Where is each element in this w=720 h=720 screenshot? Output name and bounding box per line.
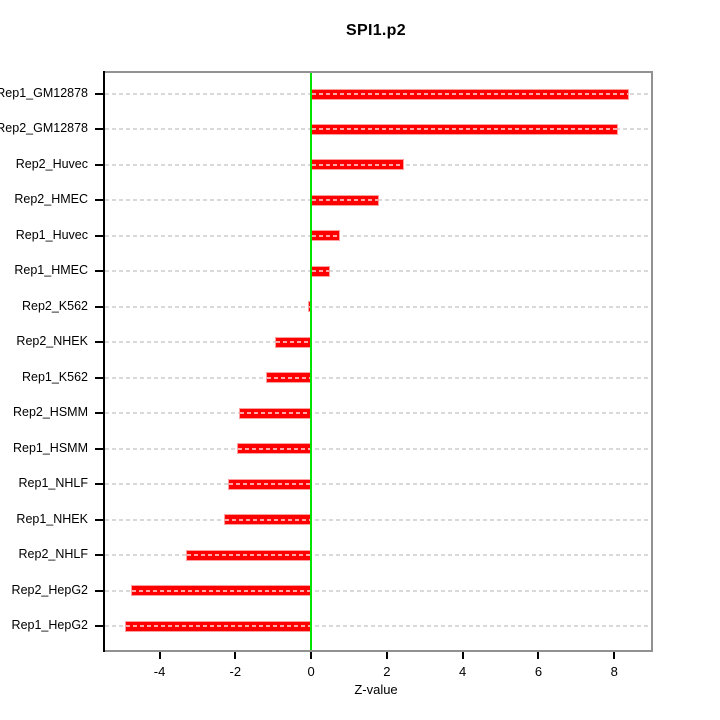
y-axis-tick	[95, 376, 103, 379]
bar-gridline-overlay	[238, 447, 311, 450]
y-tick-label-rep2_nhek: Rep2_NHEK	[16, 334, 88, 349]
x-axis-tick	[234, 652, 237, 659]
bar-gridline-overlay	[312, 234, 339, 237]
x-tick-label: -2	[229, 664, 242, 679]
y-axis-tick	[95, 341, 103, 344]
y-axis-tick	[95, 518, 103, 521]
y-axis-tick	[95, 412, 103, 415]
x-tick-label: 4	[459, 664, 467, 679]
bar-gridline-overlay	[312, 270, 330, 273]
y-axis-tick	[95, 554, 103, 557]
row-gridline	[105, 447, 651, 450]
row-gridline	[105, 305, 651, 308]
bar-gridline-overlay	[312, 163, 403, 166]
x-axis-tick	[537, 652, 540, 659]
row-gridline	[105, 270, 651, 273]
x-axis-tick	[385, 652, 388, 659]
y-tick-label-rep1_nhlf: Rep1_NHLF	[18, 476, 88, 491]
x-tick-label: 0	[307, 664, 315, 679]
y-axis-tick	[95, 270, 103, 273]
y-tick-label-rep2_hepg2: Rep2_HepG2	[11, 582, 88, 597]
y-axis-tick	[95, 128, 103, 131]
bar-gridline-overlay	[266, 376, 311, 379]
bar-gridline-overlay	[132, 589, 311, 592]
x-axis-tick	[310, 652, 313, 659]
y-axis-tick	[95, 483, 103, 486]
plot-area: Rep1_GM12878 Rep2_GM12878 Rep2_Huvec Rep2_H…	[0, 71, 653, 679]
row-gridline	[105, 589, 651, 592]
y-tick-label-rep1_k562: Rep1_K562	[21, 369, 88, 384]
row-gridline	[105, 376, 651, 379]
y-tick-label-rep1_nhek: Rep1_NHEK	[16, 511, 88, 526]
bar-gridline-overlay	[312, 199, 379, 202]
y-axis-tick	[95, 447, 103, 450]
row-gridline	[105, 483, 651, 486]
y-tick-label-rep2_huvec: Rep2_Huvec	[15, 156, 88, 171]
bar-gridline-overlay	[312, 128, 618, 131]
bar-gridline-overlay	[240, 412, 311, 415]
x-tick-label: 8	[610, 664, 618, 679]
y-axis-tick	[95, 625, 103, 627]
y-tick-label-rep1_gm12878: Rep1_GM12878	[0, 86, 88, 100]
bar-gridline-overlay	[309, 305, 311, 308]
y-tick-label-rep2_gm12878: Rep2_GM12878	[0, 121, 88, 136]
row-gridline	[105, 625, 651, 627]
y-axis-tick	[95, 305, 103, 308]
bar-gridline-overlay	[224, 518, 311, 521]
y-axis-tick	[95, 163, 103, 166]
y-axis-tick	[95, 589, 103, 592]
x-tick-label: 6	[534, 664, 543, 679]
y-tick-label-rep1_hepg2: Rep1_HepG2	[11, 618, 88, 632]
x-axis-tick	[613, 652, 616, 659]
x-axis-tick	[461, 652, 464, 659]
bar-gridline-overlay	[312, 93, 629, 95]
y-tick-label-rep1_huvec: Rep1_Huvec	[15, 227, 88, 242]
y-tick-label-rep2_k562: Rep2_K562	[21, 298, 88, 313]
bar-gridline-overlay	[126, 625, 311, 627]
bar-gridline-overlay	[187, 554, 311, 557]
zero-reference-line	[310, 73, 313, 650]
x-tick-label: -4	[153, 664, 166, 679]
y-tick-label-rep2_hsmm: Rep2_HSMM	[12, 405, 88, 420]
x-tick-label: 2	[383, 664, 391, 679]
row-gridline	[105, 234, 651, 237]
x-axis-tick	[158, 652, 161, 659]
row-gridline	[105, 554, 651, 557]
y-tick-label-rep1_hsmm: Rep1_HSMM	[12, 440, 88, 455]
row-gridline	[105, 412, 651, 415]
y-axis-tick	[95, 93, 103, 95]
row-gridline	[105, 518, 651, 521]
bar-gridline-overlay	[228, 483, 311, 486]
x-axis-label: Z-value	[354, 682, 398, 697]
chart-title: SPI1.p2	[346, 22, 406, 39]
y-tick-label-rep1_hmec: Rep1_HMEC	[14, 263, 88, 278]
y-axis-tick	[95, 234, 103, 237]
y-tick-label-rep2_hmec: Rep2_HMEC	[14, 192, 88, 207]
bar-gridline-overlay	[276, 341, 311, 344]
y-axis-tick	[95, 199, 103, 202]
y-tick-label-rep2_nhlf: Rep2_NHLF	[18, 547, 88, 562]
row-gridline	[105, 341, 651, 344]
y-axis-line	[103, 71, 105, 652]
